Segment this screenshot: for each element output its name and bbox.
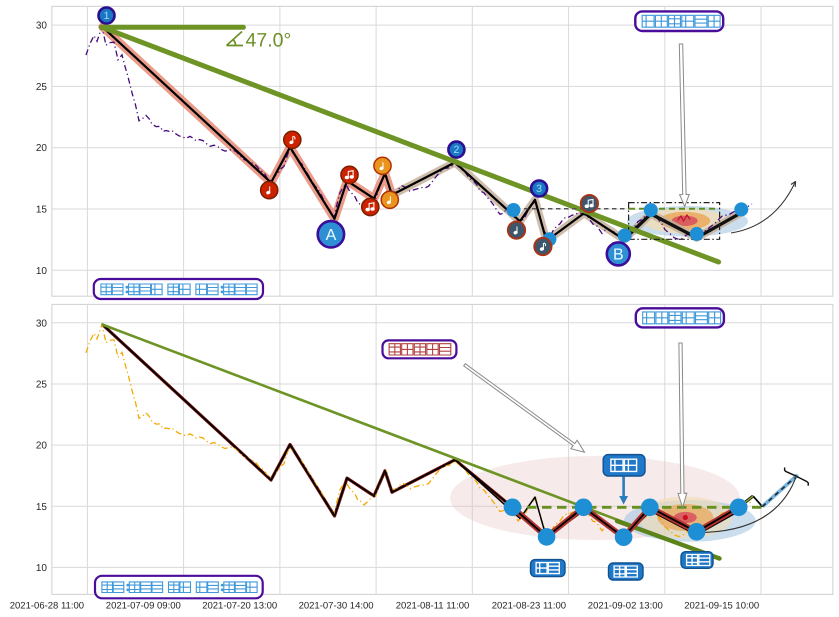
svg-text:10: 10: [36, 563, 48, 574]
svg-text:47.0°: 47.0°: [245, 30, 291, 52]
svg-text:15: 15: [36, 502, 48, 513]
svg-text:2021-09-15 10:00: 2021-09-15 10:00: [684, 601, 759, 612]
svg-text:2021-07-09 09:00: 2021-07-09 09:00: [106, 601, 181, 612]
svg-text:25: 25: [36, 380, 48, 391]
svg-text:30: 30: [36, 21, 48, 32]
svg-text:2021-07-30 14:00: 2021-07-30 14:00: [299, 601, 374, 612]
svg-text:30: 30: [36, 318, 48, 329]
svg-text:20: 20: [36, 143, 48, 154]
svg-text:2021-09-02 13:00: 2021-09-02 13:00: [588, 601, 663, 612]
svg-text:2021-07-20 13:00: 2021-07-20 13:00: [202, 601, 277, 612]
svg-text:2: 2: [453, 144, 459, 156]
svg-text:1: 1: [104, 10, 110, 22]
svg-text:25: 25: [36, 82, 48, 93]
svg-text:15: 15: [36, 205, 48, 216]
svg-text:2021-06-28 11:00: 2021-06-28 11:00: [10, 601, 84, 612]
svg-text:B: B: [613, 246, 624, 263]
svg-text:20: 20: [36, 441, 48, 452]
svg-text:A: A: [326, 227, 337, 244]
svg-text:3: 3: [536, 183, 542, 195]
svg-text:2021-08-23 11:00: 2021-08-23 11:00: [492, 601, 566, 612]
svg-text:10: 10: [36, 266, 48, 277]
svg-text:2021-08-11 11:00: 2021-08-11 11:00: [396, 601, 470, 612]
